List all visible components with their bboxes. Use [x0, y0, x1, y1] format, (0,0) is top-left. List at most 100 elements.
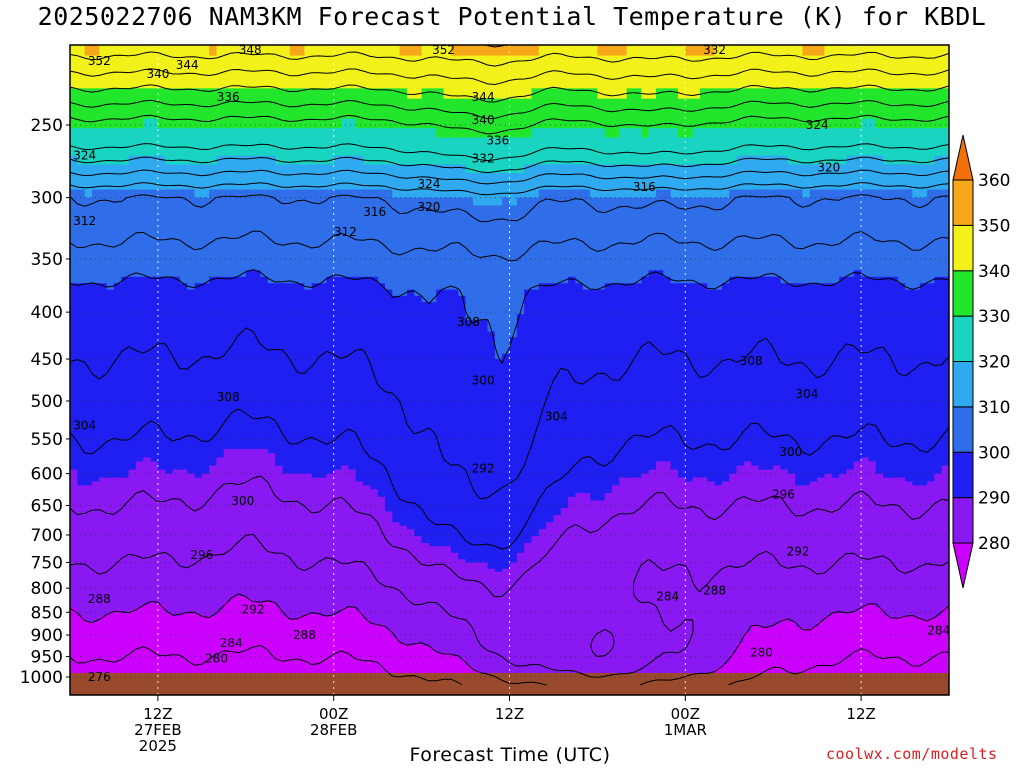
colorbar-label: 310 [978, 398, 1010, 418]
color-band-cell [165, 0, 224, 8]
color-band-cell [77, 473, 130, 479]
contour-label: 344 [472, 90, 495, 104]
color-band-cell [941, 465, 949, 471]
color-band-cell [70, 146, 949, 157]
y-tick-label: 850 [31, 603, 63, 623]
color-band-cell [282, 607, 342, 612]
color-band-cell [275, 604, 862, 609]
color-band-cell [70, 632, 393, 636]
color-band-cell [458, 556, 518, 560]
color-band-cell [736, 642, 949, 647]
color-band-cell [406, 525, 547, 530]
color-band-cell [736, 645, 949, 649]
color-band-cell [223, 448, 269, 454]
color-band-cell [839, 276, 899, 284]
color-band-cell [406, 88, 423, 100]
color-band-cell [795, 624, 818, 628]
color-band-cell [612, 489, 949, 494]
color-band-cell [392, 518, 555, 523]
color-band-cell [399, 640, 745, 644]
color-band-cell [326, 0, 334, 8]
color-band-cell [70, 389, 949, 396]
color-band-cell [70, 496, 386, 502]
color-band-cell [524, 549, 949, 554]
color-band-cell [428, 645, 738, 649]
color-band-cell [135, 461, 159, 467]
color-band-cell [157, 601, 225, 606]
color-band-cell [70, 283, 108, 291]
color-band-cell [348, 465, 657, 471]
color-band-cell [414, 289, 437, 297]
color-band-cell [70, 621, 371, 625]
color-band-cell [223, 453, 276, 458]
y-tick-label: 500 [31, 392, 63, 412]
color-band-cell [670, 465, 738, 471]
color-band-cell [150, 457, 218, 463]
color-band-cell [590, 189, 657, 199]
color-band-cell [538, 532, 949, 537]
color-band-cell [861, 604, 877, 609]
color-band-cell [450, 549, 525, 554]
color-band-cell [714, 670, 949, 674]
contour-label: 340 [146, 67, 169, 81]
color-band-cell [743, 461, 752, 467]
color-band-cell [729, 477, 796, 483]
pressure-axis: 250 300 350 400 450 500 550 600 650 700 750 800 850 9… [20, 116, 70, 688]
color-band-cell [934, 276, 949, 284]
color-band-cell [795, 473, 826, 479]
color-band-cell [157, 465, 210, 471]
color-band-cell [70, 601, 152, 606]
color-band-cell [77, 469, 130, 475]
color-band-cell [553, 518, 949, 523]
color-band-cell [721, 665, 949, 669]
color-band-cell [546, 525, 949, 530]
color-band-cell [524, 295, 949, 303]
contour-label: 304 [545, 410, 568, 424]
contour-label: 276 [88, 670, 111, 684]
color-band-cell [392, 189, 540, 199]
colorbar-label: 320 [978, 353, 1010, 373]
color-band-cell [406, 289, 415, 297]
color-band-cell [355, 607, 862, 612]
colorbar-arrow-top [952, 134, 974, 181]
contour-label: 288 [293, 628, 316, 642]
x-tick-label: 27FEB [134, 721, 181, 739]
color-band-cell [502, 568, 949, 573]
color-band-cell [648, 469, 679, 475]
color-band-cell [70, 645, 430, 649]
color-band-cell [692, 128, 949, 139]
color-band-cell [70, 394, 949, 401]
color-band-cell [941, 469, 949, 475]
color-band-cell [70, 489, 379, 494]
color-band-cell [641, 128, 650, 139]
color-band-cell [875, 469, 943, 475]
color-band-cell [289, 45, 305, 57]
color-band-cell [626, 45, 686, 57]
contour-label: 292 [472, 461, 495, 475]
color-band-cell [157, 118, 342, 129]
color-band-cell [934, 616, 949, 620]
color-band-cell [809, 627, 949, 631]
contour-label: 336 [703, 23, 726, 37]
color-band-cell [861, 270, 949, 278]
x-axis-label: Forecast Time (UTC) [409, 744, 611, 766]
contour-label: 288 [703, 584, 726, 598]
color-band-cell [363, 481, 620, 486]
color-band-cell [70, 164, 467, 174]
y-tick-label: 600 [31, 465, 63, 485]
color-band-cell [663, 270, 855, 278]
color-band-cell [282, 613, 305, 617]
color-band-cell [817, 621, 949, 625]
color-band-cell [231, 596, 247, 600]
color-band-cell [70, 556, 459, 560]
color-band-cell [934, 155, 949, 165]
color-band-cell [70, 525, 408, 530]
colorbar-label: 340 [978, 262, 1010, 282]
color-band-cell [106, 613, 174, 617]
color-band-cell [773, 0, 832, 8]
color-band-cell [516, 331, 949, 338]
y-tick-label: 650 [31, 496, 63, 516]
y-tick-label: 700 [31, 526, 63, 546]
color-band-cell [531, 88, 598, 100]
color-band-cell [538, 283, 584, 291]
